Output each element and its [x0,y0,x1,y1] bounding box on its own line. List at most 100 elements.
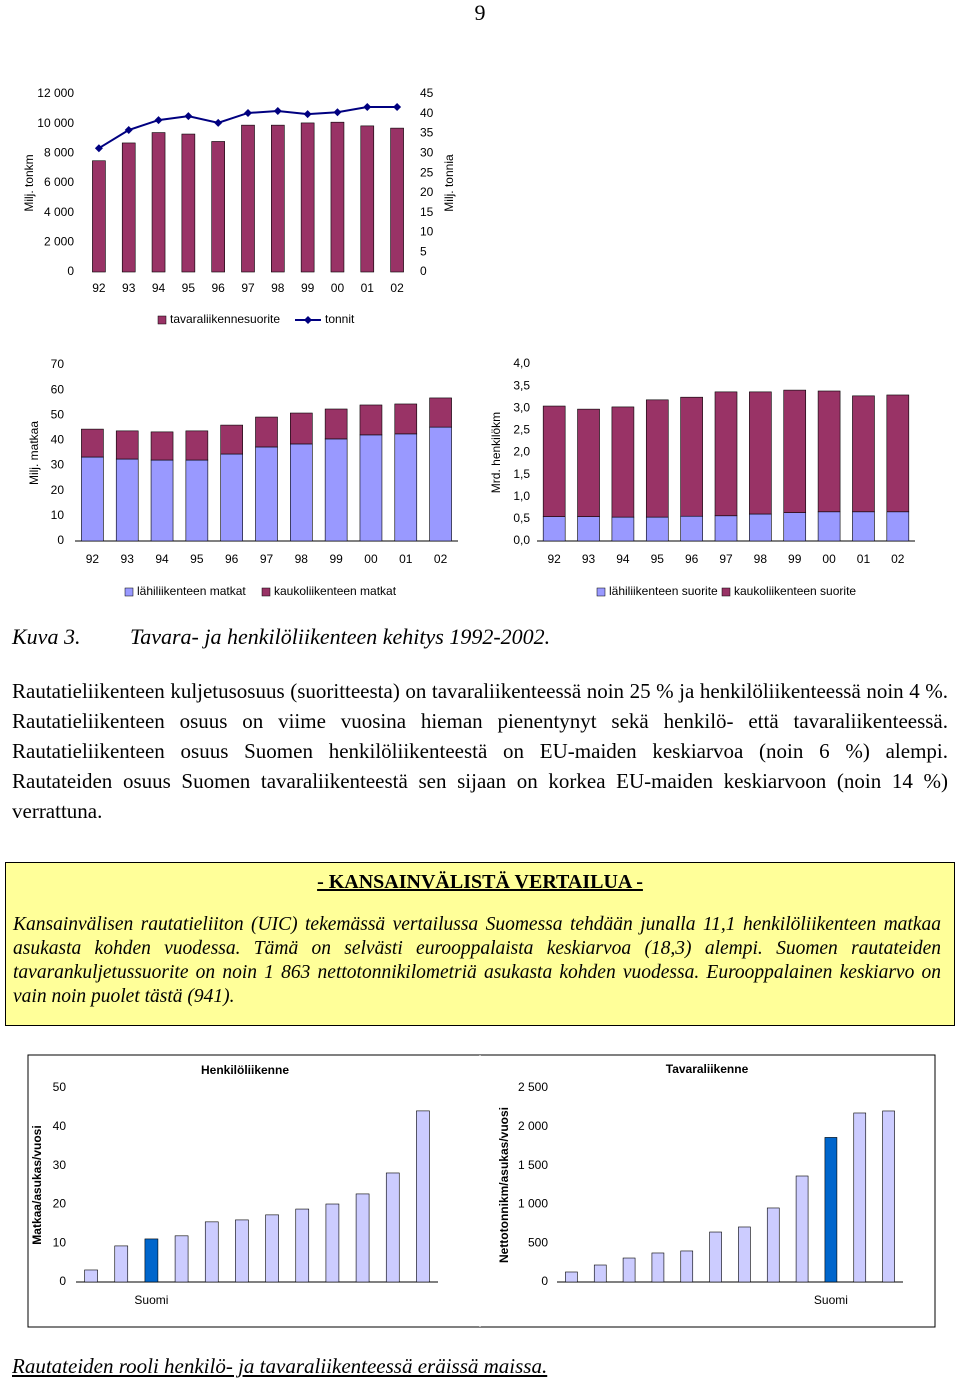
bar-segment [150,459,174,542]
bar-segment [150,431,174,461]
legend-swatch [124,587,134,597]
line-marker [184,112,193,121]
y2-tick-label: 5 [420,244,427,258]
y-tick-label: 50 [53,1080,67,1094]
y2-tick-label: 15 [420,205,434,219]
bar-segment [611,516,635,542]
bar-segment [680,396,703,517]
y-tick-label: 30 [51,458,65,472]
y-tick-label: 0,5 [513,511,530,525]
line-marker [244,108,252,117]
bar-segment [886,394,910,513]
y-tick-label: 3,0 [513,400,530,414]
bar-segment [429,397,452,428]
bar [651,1252,665,1283]
x-tick-label: Suomi [814,1293,848,1307]
y-axis-label: Mrd. henkilökm [489,412,503,493]
legend-marker [304,316,312,324]
bar [241,124,255,273]
y-tick-label: 40 [51,433,65,447]
bar-segment [220,424,243,455]
legend-label: kaukoliikenteen matkat [274,584,397,598]
y-tick-label: 20 [53,1197,67,1211]
bar [144,1238,159,1283]
x-tick-label: 92 [548,552,562,566]
legend-label: kaukoliikenteen suorite [734,584,856,598]
y-tick-label: 0 [59,1274,66,1288]
y-tick-label: 10 [51,508,65,522]
x-tick-label: 92 [92,281,106,295]
bar-segment [852,395,875,513]
y-tick-label: 30 [53,1158,67,1172]
bar [92,160,106,273]
x-tick-label: 94 [152,281,166,295]
bar [565,1271,578,1283]
bar [416,1110,430,1283]
bar [300,122,315,273]
bar-segment [542,405,566,517]
bar [151,132,166,273]
bar-segment [783,512,807,542]
bar-segment [817,390,841,513]
bar-segment [645,399,669,518]
line-marker [333,108,342,117]
bar-segment [783,389,807,513]
line-marker [214,118,223,127]
bar-segment [714,515,738,542]
x-tick-label: 95 [182,281,196,295]
y-axis-label: Nettotonnikm/asukas/vuosi [497,1107,511,1263]
box-title: - KANSAINVÄLISTÄ VERTAILUA - [317,871,643,893]
line-marker [303,110,312,119]
x-tick-label: 00 [364,552,378,566]
x-tick-label: Suomi [134,1293,168,1307]
bar-segment [886,511,910,542]
y2-tick-label: 30 [420,146,434,160]
bottom-caption: Rautateiden rooli henkilö- ja tavaraliik… [12,1354,548,1378]
x-tick-label: 99 [329,552,343,566]
bar [330,121,345,273]
y-tick-label: 1 000 [518,1197,548,1211]
y-tick-label: 1,0 [513,489,530,503]
y-tick-label: 10 [53,1235,67,1249]
bar [121,142,136,273]
x-tick-label: 97 [260,552,274,566]
bar [271,124,285,273]
chart-frame [27,1054,936,1328]
bar-segment [220,453,243,542]
bar [181,133,196,273]
bar [824,1137,838,1283]
y-tick-label: 4,0 [513,356,530,370]
line-marker [124,125,133,134]
y2-tick-label: 25 [420,165,434,179]
x-tick-label: 00 [822,552,836,566]
bar-segment [577,408,600,517]
y-tick-label: 0 [57,533,64,547]
bar [390,127,404,273]
box-text: Kansainvälisen rautatieliiton (UIC) teke… [13,914,941,1007]
bar-segment [115,430,139,460]
bar-segment [324,408,348,440]
bar [265,1214,279,1283]
bar-segment [611,406,635,518]
bar-segment [394,403,418,435]
x-tick-label: 93 [121,552,135,566]
bar [882,1110,895,1283]
bar-segment [255,446,278,542]
bar-segment [680,515,703,542]
y-axis-label: Milj. tonkm [22,154,36,211]
x-tick-label: 93 [582,552,596,566]
legend-swatch [596,587,606,597]
bar-segment [115,458,139,542]
figure-caption: Tavara- ja henkilöliikenteen kehitys 199… [130,624,551,649]
y-tick-label: 3,5 [513,378,530,392]
y2-tick-label: 10 [420,225,434,239]
bar [766,1207,780,1283]
x-tick-label: 02 [390,281,404,295]
bar-segment [255,416,278,448]
y-tick-label: 70 [51,357,65,371]
bar [738,1226,751,1283]
x-tick-label: 92 [86,552,100,566]
bar-segment [359,404,383,436]
info-box: - KANSAINVÄLISTÄ VERTAILUA - Kansainväli… [5,862,955,1026]
